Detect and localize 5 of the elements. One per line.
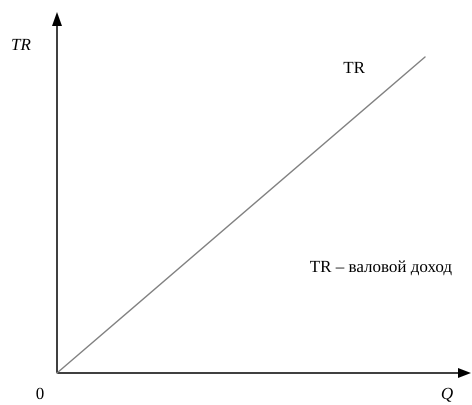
annotation: TR – валовой доход [310, 257, 452, 276]
series-label: TR [343, 58, 366, 77]
text: 0 [36, 384, 44, 403]
x-axis-title: Q [440, 384, 454, 403]
y-axis-title: TR [11, 35, 32, 54]
